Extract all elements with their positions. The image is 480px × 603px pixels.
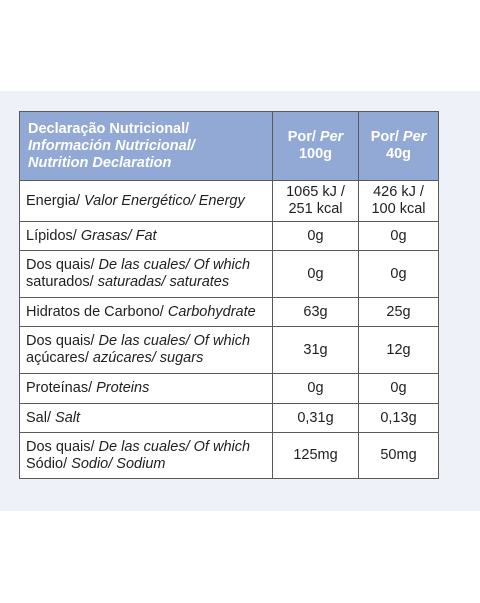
value-per-40g: 0g — [358, 250, 439, 298]
header-per-100g: Por/ Per 100g — [272, 111, 359, 181]
row-label: Proteínas/ Proteins — [19, 373, 273, 404]
table-row: Hidratos de Carbono/ Carbohydrate 63g 25… — [19, 297, 439, 327]
table-row: Proteínas/ Proteins 0g 0g — [19, 373, 439, 404]
header-per-100g-label: Por/ Per — [287, 129, 344, 145]
value-per-40g: 0g — [358, 373, 439, 404]
value-per-40g: 0g — [358, 221, 439, 251]
row-label: Sal/ Salt — [19, 403, 273, 433]
value-per-100g: 125mg — [272, 432, 359, 479]
row-label: Dos quais/ De las cuales/ Of which Sódio… — [19, 432, 273, 479]
row-label: Dos quais/ De las cuales/ Of which satur… — [19, 250, 273, 298]
row-label: Hidratos de Carbono/ Carbohydrate — [19, 297, 273, 327]
value-per-100g: 1065 kJ /251 kcal — [272, 180, 359, 222]
value-per-40g: 50mg — [358, 432, 439, 479]
nutrition-table: Declaração Nutricional/ Información Nutr… — [19, 111, 439, 479]
value-per-100g: 31g — [272, 326, 359, 374]
header-title: Declaração Nutricional/ Información Nutr… — [19, 111, 273, 181]
table-row: Sal/ Salt 0,31g 0,13g — [19, 403, 439, 433]
header-per-40g: Por/ Per 40g — [358, 111, 439, 181]
row-label: Lípidos/ Grasas/ Fat — [19, 221, 273, 251]
value-per-100g: 0,31g — [272, 403, 359, 433]
value-per-40g: 0,13g — [358, 403, 439, 433]
table-row: Dos quais/ De las cuales/ Of which satur… — [19, 250, 439, 298]
value-per-100g: 0g — [272, 373, 359, 404]
row-label: Dos quais/ De las cuales/ Of which açúca… — [19, 326, 273, 374]
value-per-100g: 0g — [272, 250, 359, 298]
header-title-pt: Declaração Nutricional/ — [28, 120, 190, 137]
table-row: Dos quais/ De las cuales/ Of which Sódio… — [19, 432, 439, 479]
header-per-40g-label: Por/ Per — [370, 129, 427, 145]
value-per-100g: 0g — [272, 221, 359, 251]
value-per-40g: 12g — [358, 326, 439, 374]
table-row: Lípidos/ Grasas/ Fat 0g 0g — [19, 221, 439, 251]
header-per-100g-unit: 100g — [298, 146, 333, 162]
value-per-40g: 426 kJ /100 kcal — [358, 180, 439, 222]
value-per-40g: 25g — [358, 297, 439, 327]
header-title-es: Información Nutricional/ — [28, 137, 195, 154]
header-per-40g-unit: 40g — [386, 146, 411, 162]
row-label: Energia/ Valor Energético/ Energy — [19, 180, 273, 222]
table-row: Energia/ Valor Energético/ Energy 1065 k… — [19, 180, 439, 222]
table-row: Dos quais/ De las cuales/ Of which açúca… — [19, 326, 439, 374]
header-title-en: Nutrition Declaration — [28, 154, 172, 171]
value-per-100g: 63g — [272, 297, 359, 327]
table-header-row: Declaração Nutricional/ Información Nutr… — [19, 111, 439, 181]
